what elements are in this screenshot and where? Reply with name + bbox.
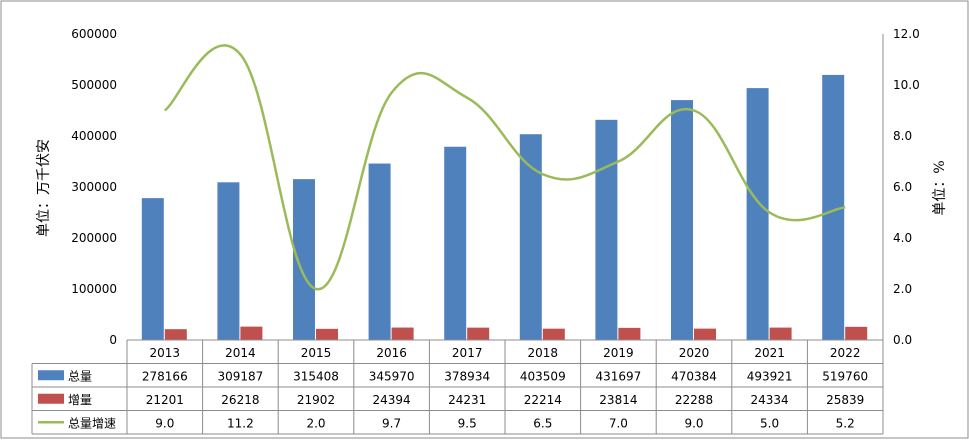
table-cell: 21201 [146, 393, 184, 407]
y-tick-label: 0 [109, 333, 117, 347]
y-axis-title: 单位：万千伏安 [36, 139, 52, 237]
bar-increase-2020 [694, 328, 716, 340]
table-cell: 25839 [826, 393, 864, 407]
bar-total-2013 [141, 198, 164, 340]
table-cell: 21902 [297, 393, 335, 407]
table-cell: 5.2 [836, 416, 855, 430]
table-cell: 315408 [293, 369, 339, 383]
table-cell: 278166 [142, 369, 188, 383]
y-tick-label: 600000 [71, 27, 117, 41]
y-tick-label: 400000 [71, 129, 117, 143]
table-cell: 9.7 [382, 416, 401, 430]
bar-increase-2018 [542, 328, 565, 340]
line-growth-rate [163, 44, 846, 291]
y2-tick-label: 10.0 [893, 78, 920, 92]
table-cell: 11.2 [227, 416, 254, 430]
table-cell: 7.0 [609, 416, 628, 430]
table-cell: 470384 [671, 369, 717, 383]
bar-total-2021 [746, 88, 769, 341]
y2-tick-label: 6.0 [893, 180, 912, 194]
x-tick-label: 2021 [754, 346, 785, 360]
table-cell: 378934 [444, 369, 490, 383]
table-row-label: 总量增速 [68, 416, 116, 430]
bar-increase-2019 [618, 327, 641, 340]
bar-total-2017 [444, 146, 467, 340]
table-cell: 26218 [221, 393, 259, 407]
y-tick-label: 300000 [71, 180, 117, 194]
bar-increase-2015 [316, 328, 338, 340]
y2-tick-label: 4.0 [893, 231, 912, 245]
y2-tick-label: 0.0 [893, 333, 912, 347]
bar-increase-2022 [845, 326, 868, 340]
table-cell: 23814 [599, 393, 637, 407]
table-cell: 403509 [520, 369, 566, 383]
table-cell: 22288 [675, 393, 713, 407]
table-cell: 9.0 [155, 416, 174, 430]
x-tick-label: 2018 [528, 346, 559, 360]
bar-total-2020 [671, 100, 693, 340]
x-tick-label: 2022 [830, 346, 861, 360]
table-row-label: 总量 [68, 369, 92, 383]
x-tick-label: 2017 [452, 346, 483, 360]
x-tick-label: 2015 [301, 346, 332, 360]
bar-increase-2021 [769, 327, 792, 340]
bar-increase-2013 [164, 329, 187, 340]
table-cell: 431697 [595, 369, 641, 383]
x-tick-label: 2016 [376, 346, 407, 360]
table-cell: 345970 [369, 369, 415, 383]
bar-total-2022 [822, 74, 845, 341]
table-cell: 309187 [217, 369, 263, 383]
table-cell: 9.5 [458, 416, 477, 430]
table-cell: 493921 [747, 369, 793, 383]
y2-tick-label: 8.0 [893, 129, 912, 143]
table-cell: 2.0 [306, 416, 325, 430]
bar-total-2016 [368, 163, 391, 340]
bar-increase-2014 [240, 326, 263, 340]
table-cell: 22214 [524, 393, 562, 407]
y2-tick-label: 2.0 [893, 282, 912, 296]
bar-total-2014 [217, 182, 240, 340]
table-row-label: 增量 [68, 393, 92, 407]
y2-tick-label: 12.0 [893, 27, 920, 41]
legend-key-1 [38, 393, 64, 404]
x-tick-label: 2019 [603, 346, 634, 360]
table-cell: 6.5 [533, 416, 552, 430]
legend-key-0 [38, 370, 64, 381]
y-tick-label: 100000 [71, 282, 117, 296]
table-cell: 24334 [751, 393, 789, 407]
bar-total-2019 [595, 119, 618, 340]
y2-axis-title: 单位：% [932, 160, 948, 215]
table-cell: 24394 [373, 393, 411, 407]
bar-increase-2016 [391, 327, 414, 340]
x-tick-label: 2020 [679, 346, 710, 360]
y-tick-label: 200000 [71, 231, 117, 245]
table-cell: 5.0 [760, 416, 779, 430]
table-cell: 9.0 [684, 416, 703, 430]
bar-increase-2017 [467, 327, 490, 340]
table-cell: 519760 [822, 369, 868, 383]
bar-total-2015 [293, 179, 315, 340]
table-cell: 24231 [448, 393, 486, 407]
y-tick-label: 500000 [71, 78, 117, 92]
x-tick-label: 2014 [225, 346, 256, 360]
x-tick-label: 2013 [150, 346, 181, 360]
bar-total-2018 [519, 134, 542, 340]
